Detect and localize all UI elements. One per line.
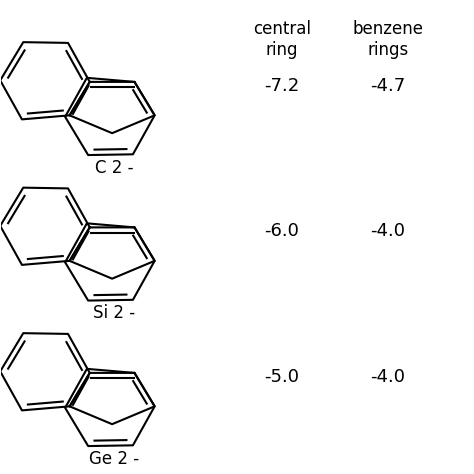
Text: Ge 2 -: Ge 2 - bbox=[90, 450, 139, 468]
Text: -6.0: -6.0 bbox=[264, 222, 299, 240]
Text: -7.2: -7.2 bbox=[264, 77, 300, 95]
Text: -4.7: -4.7 bbox=[370, 77, 405, 95]
Text: -4.0: -4.0 bbox=[370, 368, 405, 386]
Text: -4.0: -4.0 bbox=[370, 222, 405, 240]
Text: benzene
rings: benzene rings bbox=[352, 20, 423, 59]
Text: C 2 -: C 2 - bbox=[95, 159, 134, 177]
Text: central
ring: central ring bbox=[253, 20, 311, 59]
Text: Si 2 -: Si 2 - bbox=[93, 304, 136, 322]
Text: -5.0: -5.0 bbox=[264, 368, 299, 386]
